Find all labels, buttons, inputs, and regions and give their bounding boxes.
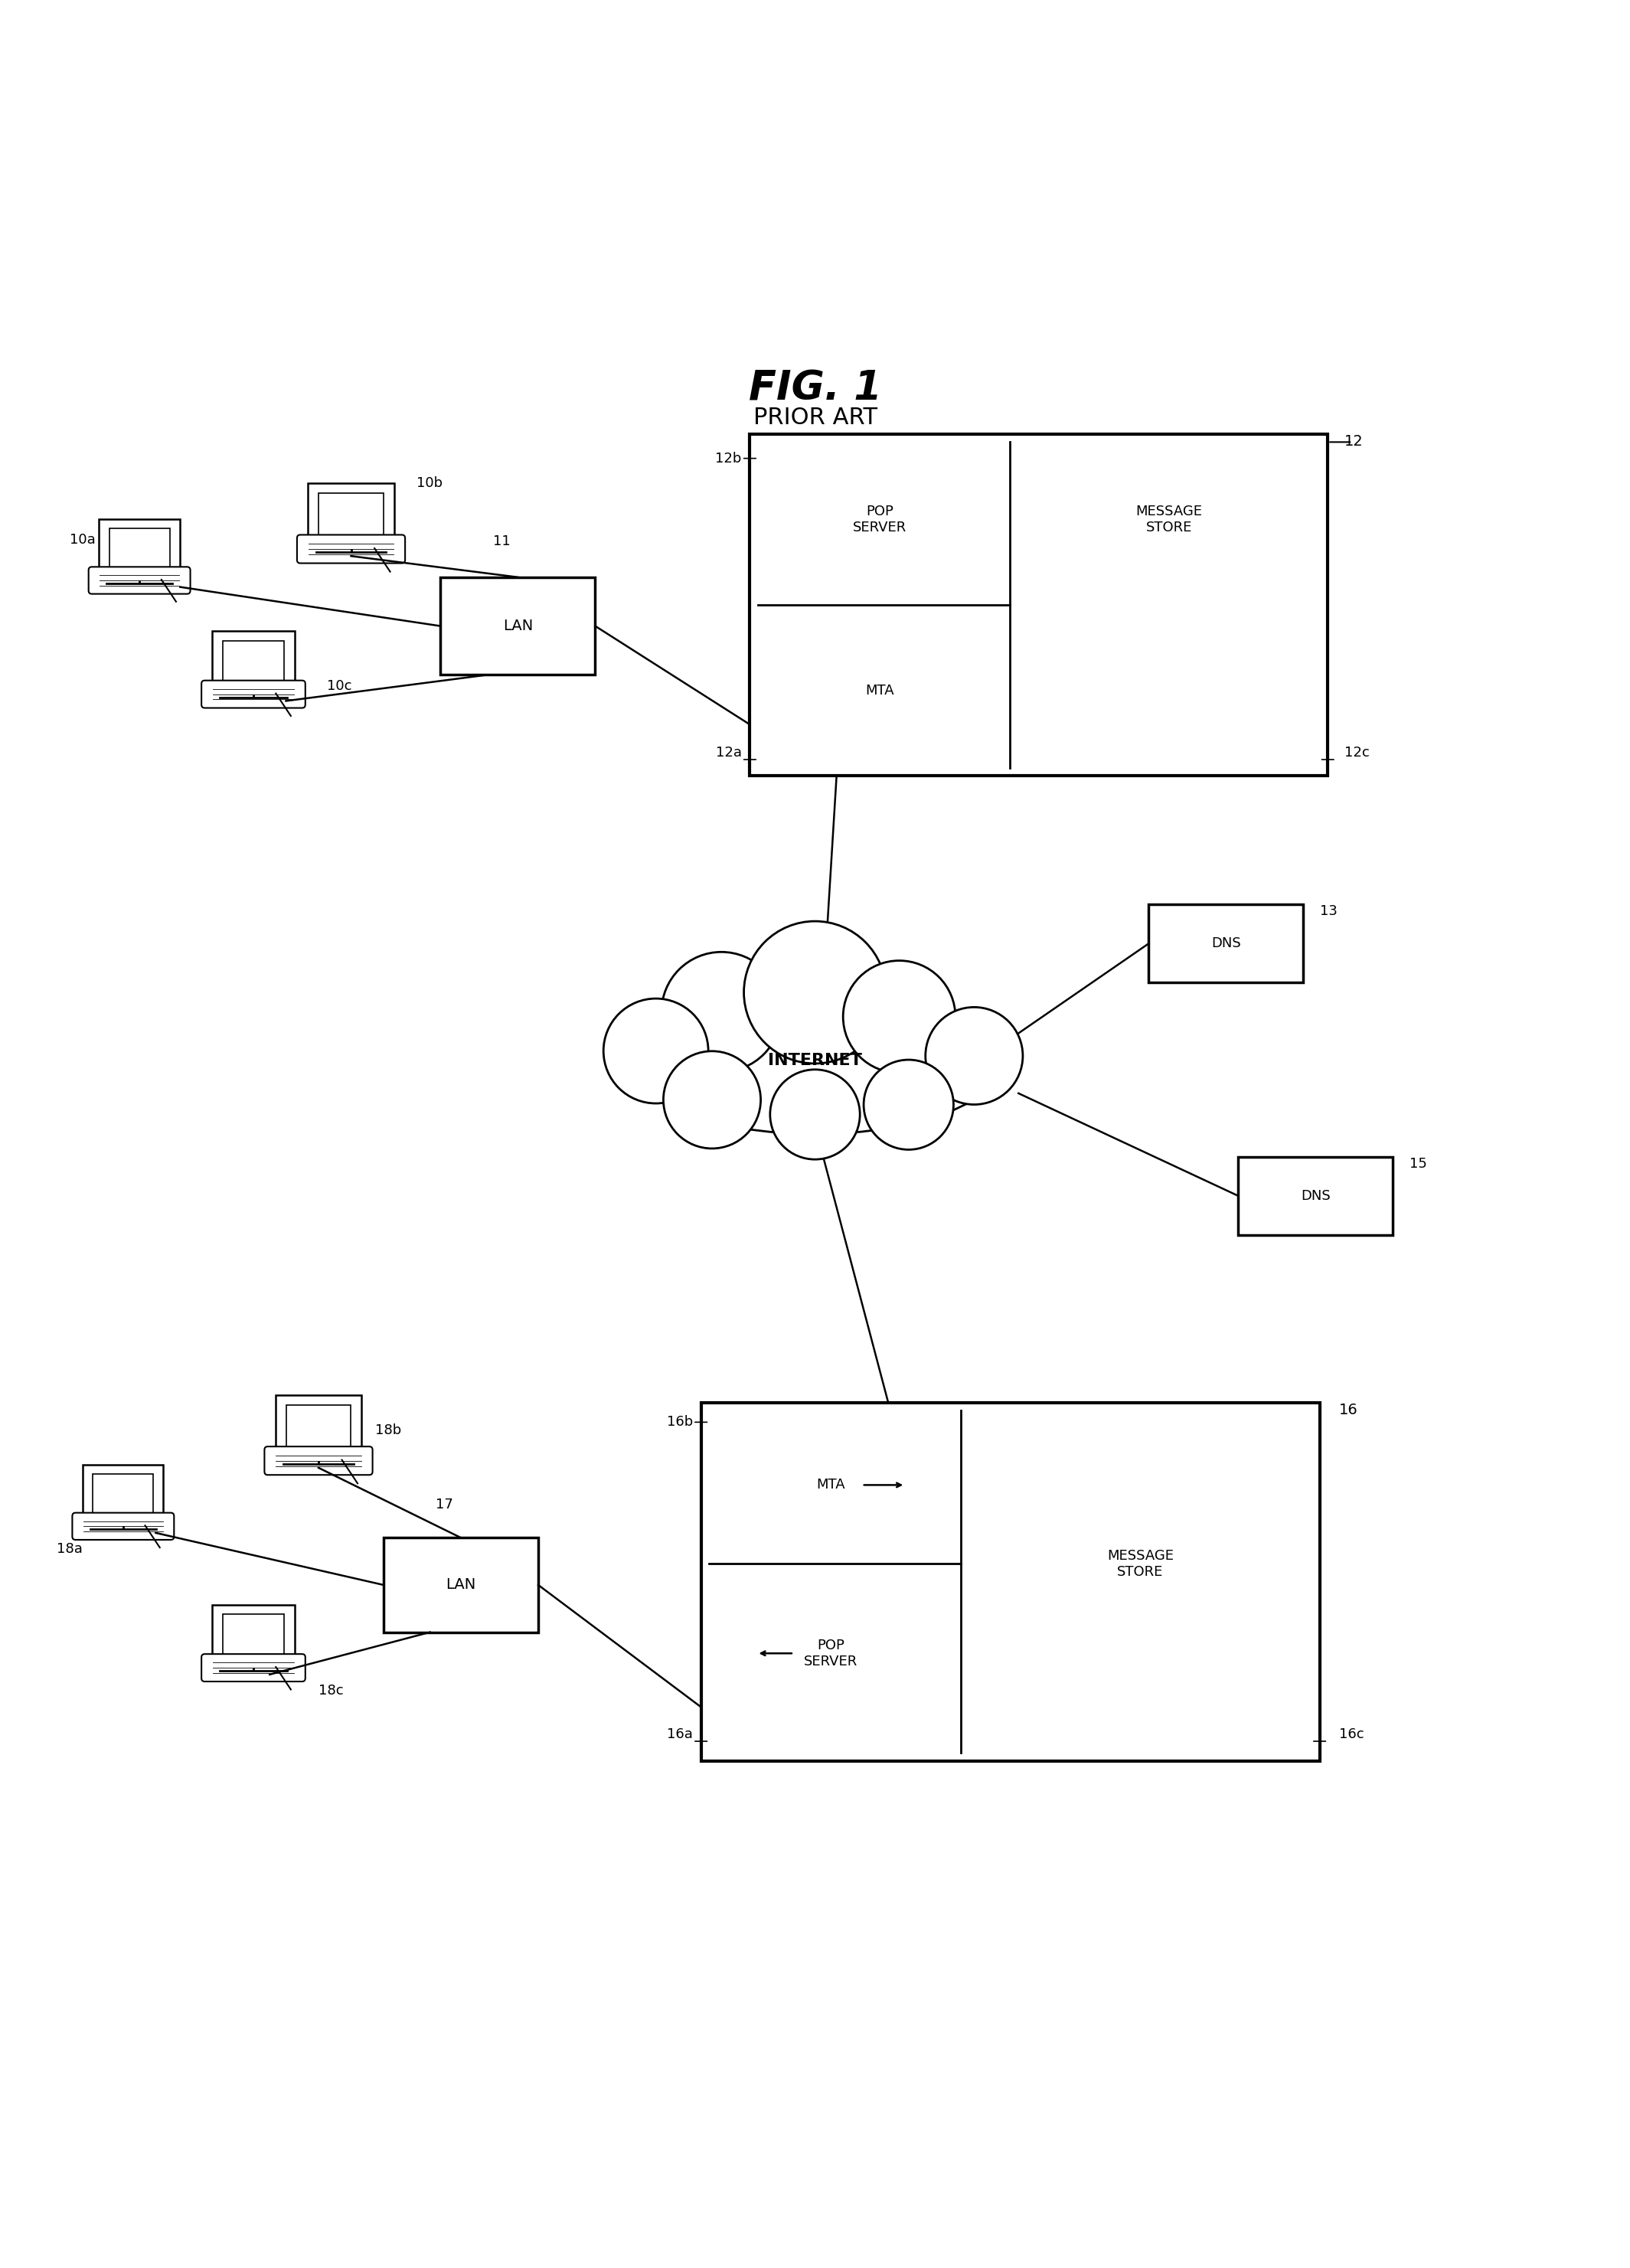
Text: 18b: 18b [375,1424,401,1438]
Bar [99,519,179,581]
Circle shape [603,998,709,1105]
Bar [83,1465,163,1526]
Circle shape [864,1059,954,1150]
Bar [212,1606,295,1669]
Text: INTERNET: INTERNET [768,1052,862,1068]
Text: 10a: 10a [70,533,96,547]
Text: DNS: DNS [1211,937,1240,950]
Circle shape [843,962,955,1073]
Text: DNS: DNS [1301,1188,1330,1202]
FancyBboxPatch shape [264,1447,373,1474]
FancyBboxPatch shape [72,1513,174,1540]
Text: 12b: 12b [716,451,742,465]
FancyBboxPatch shape [202,1653,305,1681]
Text: 14: 14 [610,1032,628,1046]
Text: LAN: LAN [447,1579,476,1592]
Text: FIG. 1: FIG. 1 [748,367,882,408]
Text: MTA: MTA [817,1479,846,1492]
Bar [287,1406,350,1452]
Text: 13: 13 [1320,905,1337,919]
Text: MESSAGE
STORE: MESSAGE STORE [1136,503,1203,535]
Text: LAN: LAN [504,619,533,633]
Text: 16b: 16b [667,1415,693,1429]
Text: 15: 15 [1410,1157,1426,1170]
Text: 10b: 10b [416,476,442,490]
Circle shape [662,953,781,1073]
FancyBboxPatch shape [202,680,305,708]
Bar [750,433,1328,776]
Circle shape [663,1050,761,1148]
Text: POP
SERVER: POP SERVER [804,1637,857,1669]
Bar [701,1402,1320,1760]
Bar [109,528,170,572]
Text: 16: 16 [1340,1402,1358,1418]
Text: 17: 17 [435,1497,453,1513]
Bar [1149,905,1304,982]
Bar [212,631,295,694]
FancyBboxPatch shape [88,567,191,594]
FancyBboxPatch shape [297,535,406,562]
Circle shape [769,1070,861,1159]
Text: POP
SERVER: POP SERVER [852,503,906,535]
Text: 12a: 12a [716,746,742,760]
Text: 12: 12 [1345,433,1363,449]
Text: 11: 11 [492,535,510,549]
Bar [383,1538,538,1633]
Text: MTA: MTA [866,683,895,696]
Text: 10c: 10c [326,680,352,694]
Text: 12c: 12c [1345,746,1369,760]
Bar [222,642,284,685]
Text: 18a: 18a [57,1542,83,1556]
Text: MESSAGE
STORE: MESSAGE STORE [1107,1549,1174,1579]
Bar [308,483,394,549]
Bar [222,1615,284,1658]
Bar [319,494,383,540]
Bar [1239,1157,1394,1236]
Text: 18c: 18c [318,1683,344,1699]
Circle shape [926,1007,1022,1105]
Bar [93,1474,153,1517]
Circle shape [743,921,887,1064]
Bar [440,578,595,676]
Text: 16a: 16a [667,1728,693,1742]
Ellipse shape [628,987,1002,1134]
Text: PRIOR ART: PRIOR ART [753,406,877,429]
Bar [275,1395,362,1461]
Text: 16c: 16c [1340,1728,1364,1742]
